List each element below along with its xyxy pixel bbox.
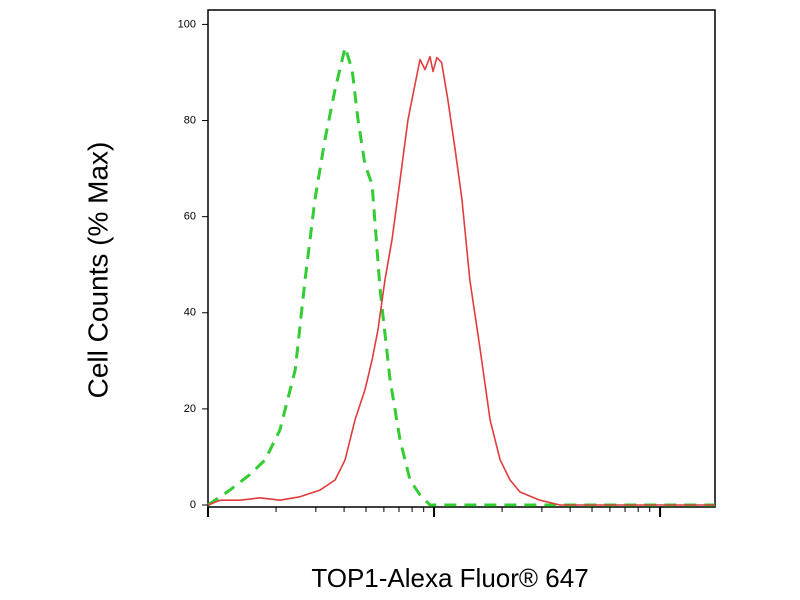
y-tick-label: 60: [184, 211, 196, 223]
plot-frame: [207, 9, 716, 508]
y-tick-label: 100: [178, 18, 196, 30]
x-axis-label: TOP1-Alexa Fluor® 647: [311, 563, 588, 593]
series-line: [207, 46, 715, 507]
y-axis-label: Cell Counts (% Max): [82, 142, 113, 399]
y-tick-label: 20: [184, 403, 196, 415]
y-tick-label: 80: [184, 114, 196, 126]
series-line: [207, 55, 715, 506]
y-tick-label: 40: [184, 307, 196, 319]
y-tick-label: 0: [190, 499, 196, 511]
